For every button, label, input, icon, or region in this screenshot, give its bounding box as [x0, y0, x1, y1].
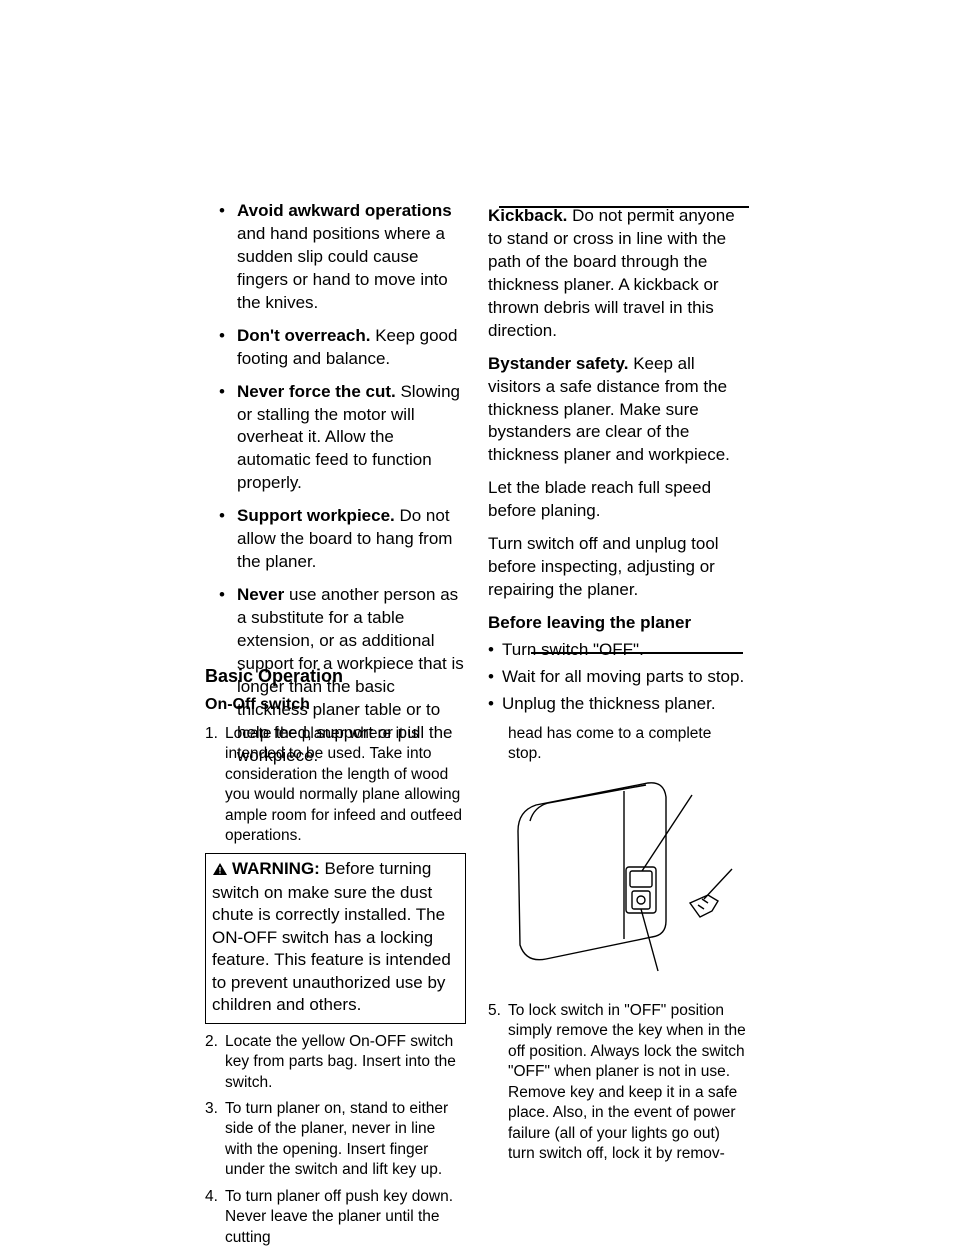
- paragraph: Bystander safety. Keep all visitors a sa…: [488, 353, 749, 468]
- warning-text: Before turning switch on make sure the d…: [212, 859, 451, 1015]
- step-5-wrap: 5. To lock switch in "OFF" position simp…: [488, 1001, 749, 1165]
- bullet-lead: Never force the cut.: [237, 382, 396, 401]
- list-item: Turn switch "OFF".: [488, 639, 749, 662]
- bullet-item: Never force the cut. Slowing or stalling…: [223, 381, 466, 496]
- step-4-continuation: head has come to a complete stop.: [488, 724, 749, 765]
- step-1: Locate the planer where it is intended t…: [205, 724, 466, 847]
- bullet-item: Support workpiece. Do not allow the boar…: [223, 505, 466, 574]
- para-rest: Turn switch off and unplug tool before i…: [488, 534, 719, 599]
- bullet-rest: and hand positions where a sudden slip c…: [237, 224, 448, 312]
- step-4: To turn planer off push key down. Never …: [205, 1187, 466, 1248]
- planer-switch-figure: [488, 771, 748, 991]
- warning-triangle-icon: !: [212, 860, 228, 882]
- warning-label: WARNING:: [232, 859, 320, 878]
- bullet-lead: Support workpiece.: [237, 506, 395, 525]
- numbered-steps: Locate the planer where it is intended t…: [205, 724, 466, 847]
- bullet-item: Avoid awkward operations and hand positi…: [223, 200, 466, 315]
- para-rest: Let the blade reach full speed before pl…: [488, 478, 711, 520]
- svg-text:!: !: [219, 865, 222, 875]
- basic-operation-section: Basic Operation On-Off switch Locate the…: [205, 664, 749, 1254]
- paragraph: Let the blade reach full speed before pl…: [488, 477, 749, 523]
- bullet-lead: Don't overreach.: [237, 326, 370, 345]
- operation-right-column: head has come to a complete stop.: [488, 724, 749, 1254]
- numbered-steps-cont: Locate the yellow On-OFF switch key from…: [205, 1032, 466, 1249]
- step-3: To turn planer on, stand to either side …: [205, 1099, 466, 1181]
- bullet-lead: Avoid awkward operations: [237, 201, 452, 220]
- section-subtitle: On-Off switch: [205, 694, 749, 716]
- warning-box: ! WARNING: Before turning switch on make…: [205, 853, 466, 1024]
- step-5: 5. To lock switch in "OFF" position simp…: [488, 1001, 749, 1165]
- para-lead: Bystander safety.: [488, 354, 628, 373]
- bullet-item: Don't overreach. Keep good footing and b…: [223, 325, 466, 371]
- paragraph: Kickback. Do not permit anyone to stand …: [488, 205, 749, 343]
- step-5-text: To lock switch in "OFF" position simply …: [508, 1002, 746, 1162]
- operation-left-column: Locate the planer where it is intended t…: [205, 724, 466, 1254]
- para-rest: Do not permit anyone to stand or cross i…: [488, 206, 735, 340]
- bullet-lead: Never: [237, 585, 284, 604]
- paragraph: Turn switch off and unplug tool before i…: [488, 533, 749, 602]
- before-leaving-heading: Before leaving the planer: [488, 612, 749, 635]
- section-title: Basic Operation: [205, 664, 749, 688]
- step-5-number: 5.: [488, 1001, 501, 1021]
- operation-columns: Locate the planer where it is intended t…: [205, 724, 749, 1254]
- para-lead: Kickback.: [488, 206, 567, 225]
- step-2: Locate the yellow On-OFF switch key from…: [205, 1032, 466, 1093]
